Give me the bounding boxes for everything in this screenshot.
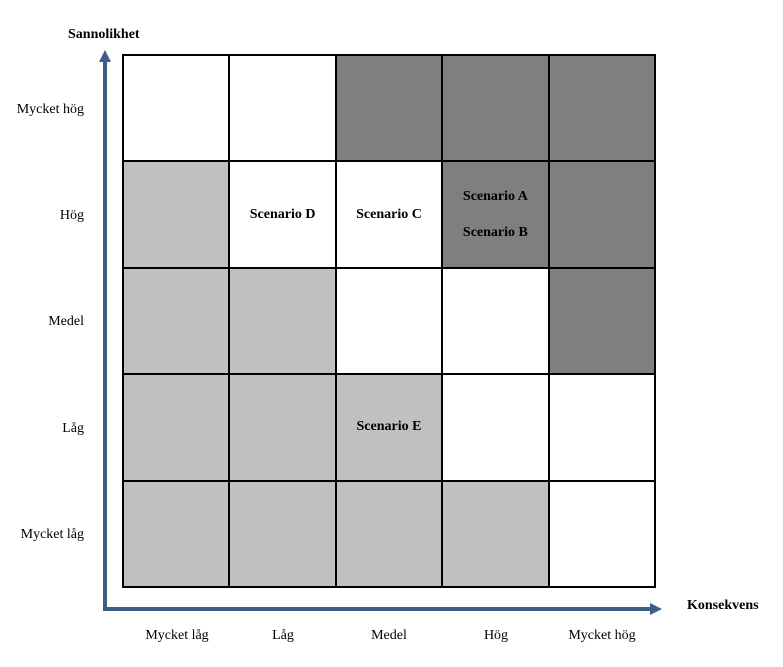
matrix-cell-r1-c4 <box>549 162 656 269</box>
matrix-cell-r0-c1 <box>230 56 337 163</box>
scenario-label: Scenario D <box>249 206 316 222</box>
matrix-cell-r0-c4 <box>549 56 656 163</box>
y-label-medel: Medel <box>48 314 84 329</box>
matrix-cell-r3-c3 <box>443 375 550 482</box>
y-axis-line <box>103 58 107 611</box>
x-label-medel: Medel <box>371 628 407 643</box>
x-label-lag: Låg <box>272 628 294 643</box>
y-axis-arrow-icon <box>99 50 111 62</box>
matrix-cell-r4-c0 <box>124 481 231 588</box>
matrix-cell-r4-c3 <box>443 481 550 588</box>
matrix-cell-r1-c1: Scenario D <box>230 162 337 269</box>
matrix-cell-r4-c1 <box>230 481 337 588</box>
x-label-hog: Hög <box>483 628 509 643</box>
matrix-cell-r3-c2: Scenario E <box>336 375 444 482</box>
x-axis-title: Konsekvens <box>687 598 759 613</box>
scenario-label: Scenario B <box>462 224 528 240</box>
matrix-cell-r4-c4 <box>549 481 656 588</box>
matrix-cell-r4-c2 <box>336 481 444 588</box>
matrix-cell-r3-c1 <box>230 375 337 482</box>
matrix-cell-r3-c4 <box>549 375 656 482</box>
scenario-label: Scenario A <box>462 188 528 204</box>
matrix-cell-r1-c2: Scenario C <box>336 162 444 269</box>
scenario-label: Scenario E <box>356 419 422 435</box>
risk-matrix-grid: Scenario D Scenario C Scenario A Scenario B… <box>122 54 656 588</box>
matrix-cell-r2-c4 <box>549 268 656 376</box>
matrix-cell-r2-c2 <box>336 268 444 376</box>
matrix-cell-r0-c2 <box>336 56 444 163</box>
scenario-label: Scenario C <box>356 206 422 222</box>
y-label-lag: Låg <box>62 421 84 436</box>
matrix-cell-r1-c0 <box>124 162 231 269</box>
matrix-cell-r2-c0 <box>124 268 231 376</box>
y-label-mycket-lag: Mycket låg <box>20 527 84 542</box>
x-label-mycket-lag: Mycket låg <box>145 628 209 643</box>
x-label-mycket-hog: Mycket hög <box>568 628 636 643</box>
x-axis-line <box>103 607 654 611</box>
y-axis-title: Sannolikhet <box>68 27 140 42</box>
x-axis-arrow-icon <box>650 603 662 615</box>
matrix-cell-r2-c1 <box>230 268 337 376</box>
matrix-cell-r0-c3 <box>443 56 550 163</box>
matrix-cell-r2-c3 <box>443 268 550 376</box>
y-label-hog: Hög <box>59 208 84 223</box>
matrix-cell-r3-c0 <box>124 375 231 482</box>
y-label-mycket-hog: Mycket hög <box>16 102 84 117</box>
matrix-cell-r1-c3: Scenario A Scenario B <box>443 162 550 269</box>
matrix-cell-r0-c0 <box>124 56 231 163</box>
